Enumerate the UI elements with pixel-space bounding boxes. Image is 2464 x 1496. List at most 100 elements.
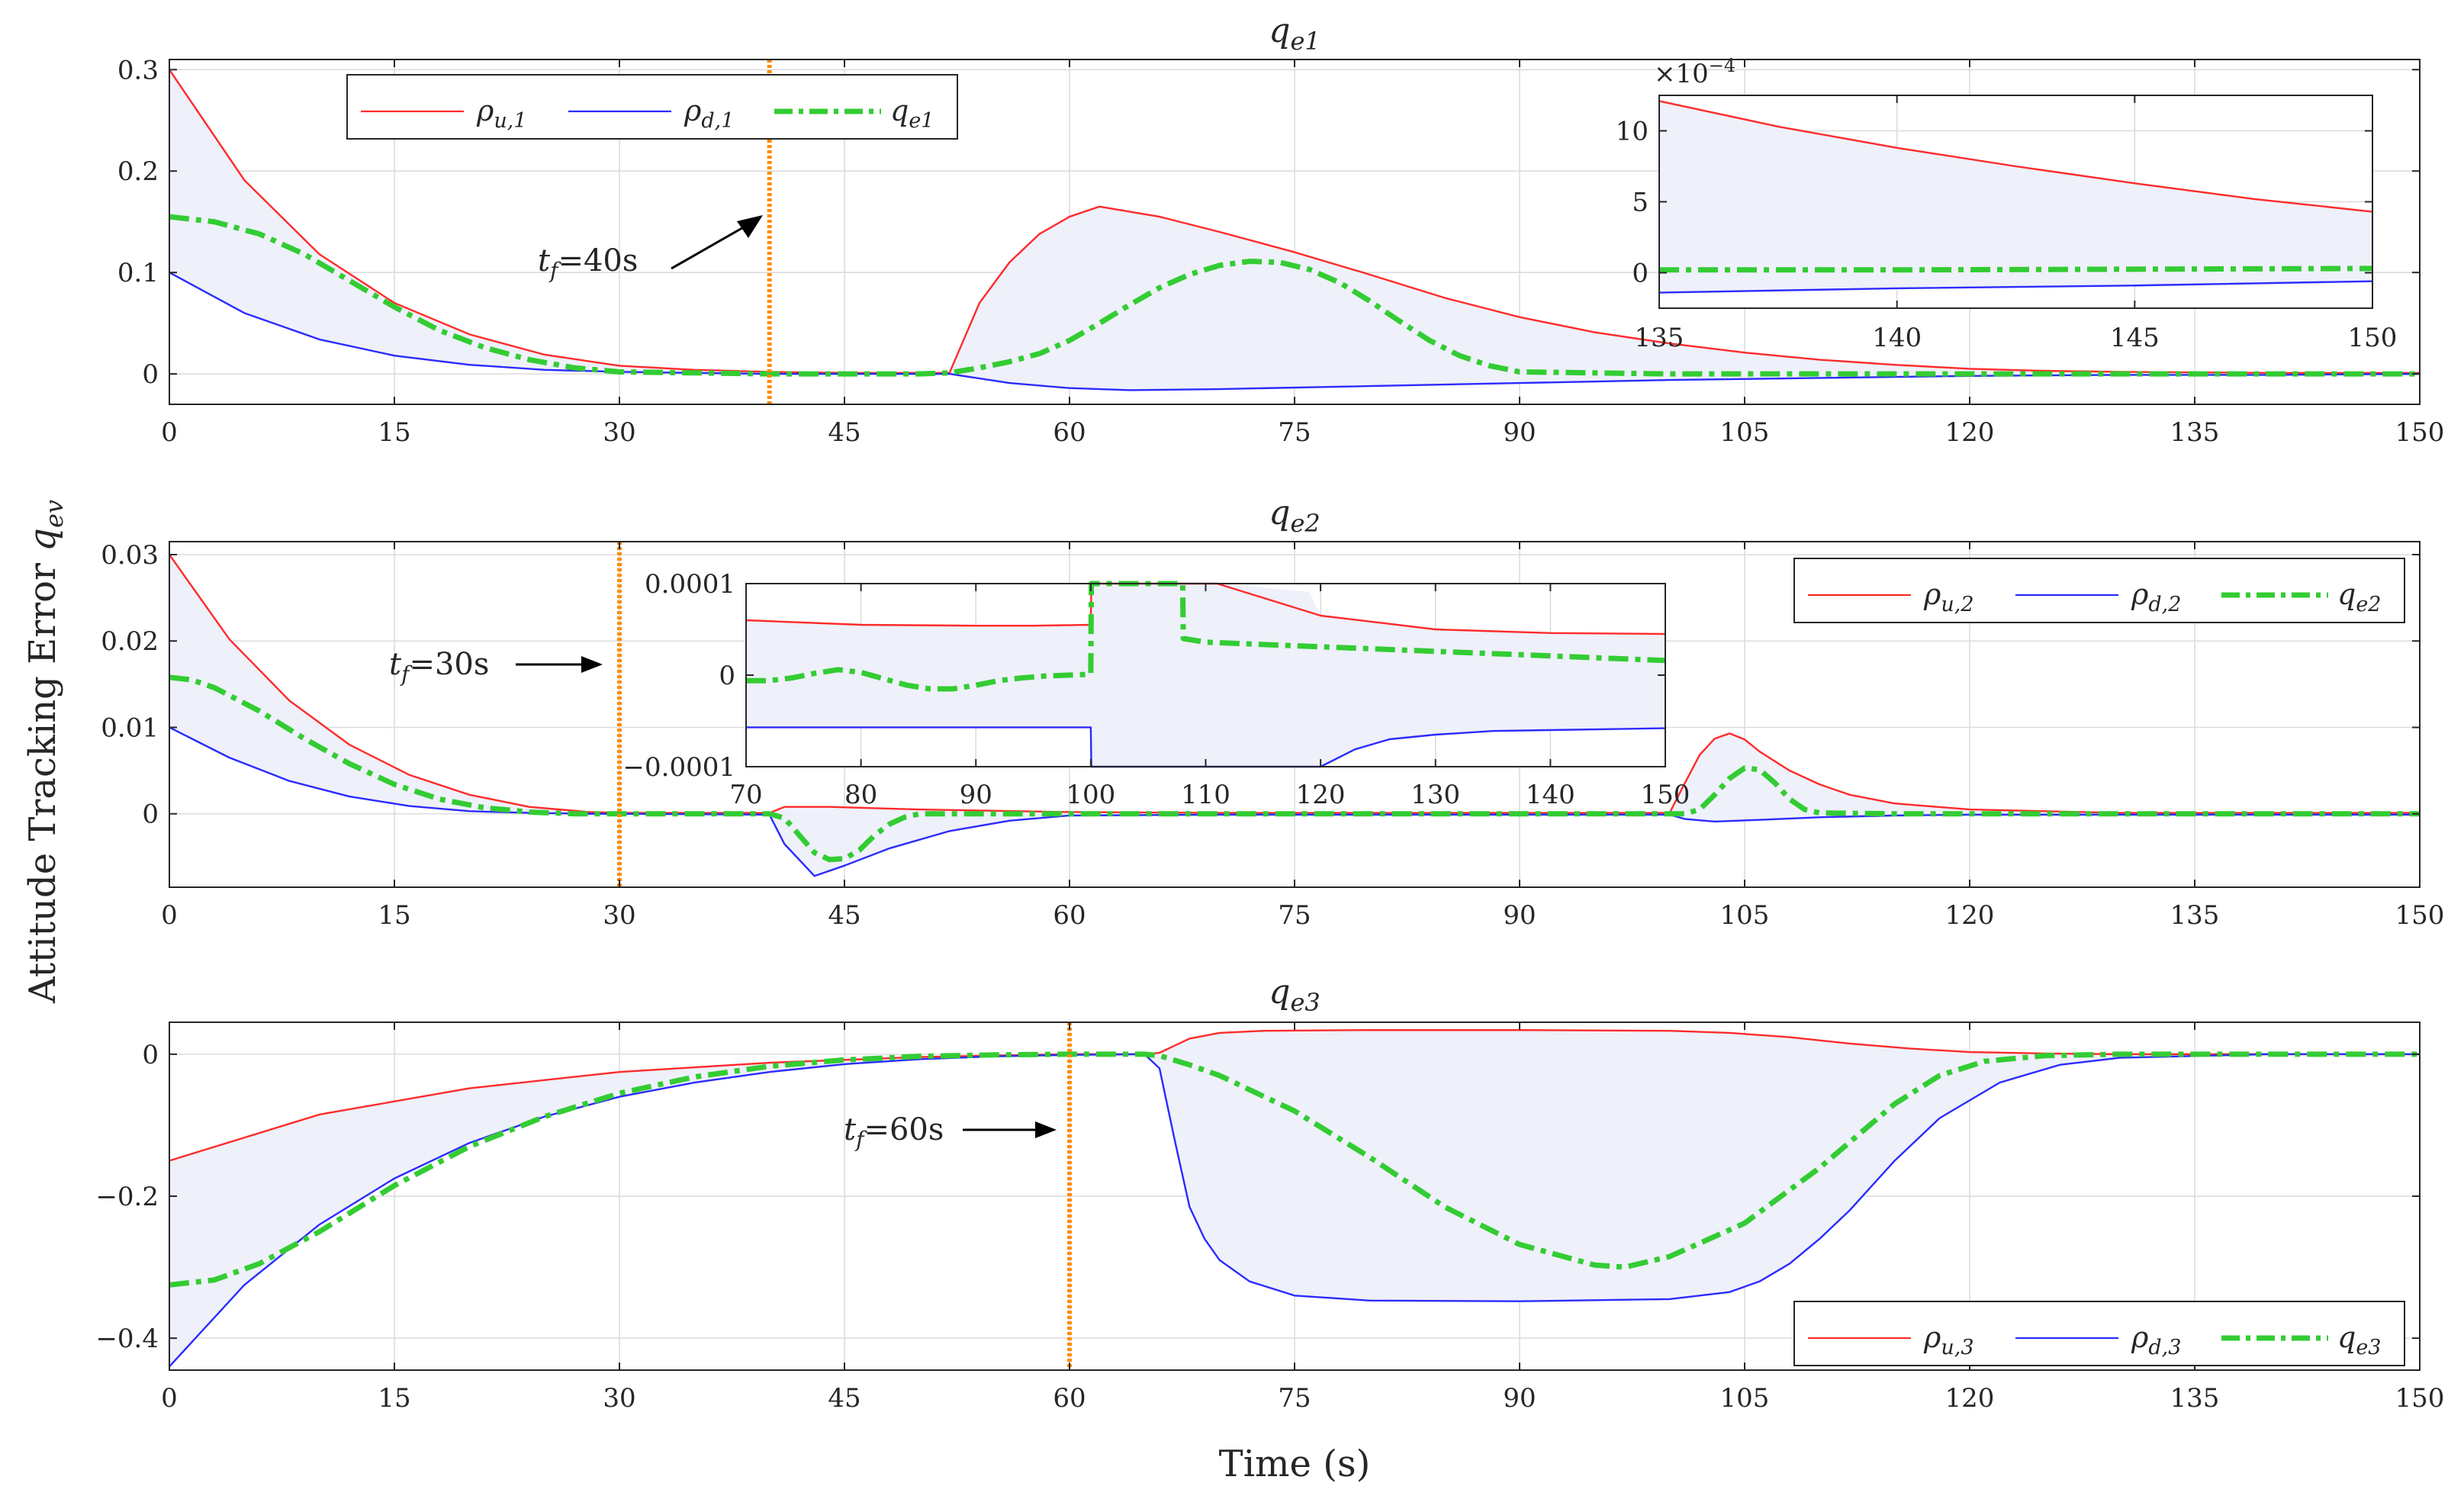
y-ticks: −0.4 −0.2 0 — [95, 1040, 2420, 1354]
x-tick-label: 120 — [1296, 780, 1346, 810]
x-tick-label: 150 — [2348, 323, 2398, 353]
panel-title: qe2 — [1269, 494, 1320, 538]
tf-arrow-line — [671, 221, 752, 270]
tf-annotation: tf=60s — [844, 1112, 1057, 1152]
x-tick-label: 150 — [2395, 417, 2445, 448]
tf-label: tf=30s — [389, 647, 489, 687]
x-tick-label: 105 — [1720, 1383, 1770, 1414]
series-rho-d — [169, 726, 2420, 877]
y-axis-label-text: Attitude Tracking Error — [21, 563, 64, 1004]
band-fill — [169, 1030, 2420, 1367]
tf-label: tf=60s — [844, 1112, 944, 1152]
x-tick-label: 60 — [1053, 1383, 1086, 1414]
x-tick-label: 90 — [1503, 1383, 1536, 1414]
x-ticks: 0 15 30 45 60 75 90 105 120 135 150 — [161, 1022, 2444, 1414]
inset-band-fill — [1659, 101, 2372, 293]
x-tick-label: 140 — [1526, 780, 1575, 810]
x-tick-label: 60 — [1053, 900, 1086, 931]
inset-series-qe — [1659, 265, 2373, 273]
legend: ρu,2 ρd,2 qe2 — [1793, 558, 2405, 623]
x-tick-label: 100 — [1066, 780, 1115, 810]
x-tick-label: 105 — [1720, 900, 1770, 931]
x-tick-label: 120 — [1945, 900, 1995, 931]
legend: ρu,3 ρd,3 qe3 — [1793, 1301, 2405, 1366]
x-tick-label: 150 — [2395, 900, 2445, 931]
series-qe — [169, 674, 2420, 863]
legend: ρu,1 ρd,1 qe1 — [346, 74, 958, 140]
x-tick-label: 15 — [378, 900, 410, 931]
tf-label: tf=40s — [538, 243, 638, 283]
x-tick-label: 130 — [1411, 780, 1460, 810]
y-ticks: 0 0.1 0.2 0.3 — [117, 55, 2420, 390]
y-tick-label: 0.03 — [101, 540, 159, 571]
inset-series-rho-u — [1658, 100, 2373, 213]
y-tick-label: 0.2 — [117, 156, 159, 187]
y-tick-label: −0.0001 — [623, 752, 735, 783]
y-ticks: 0 0.01 0.02 0.03 — [101, 540, 2420, 830]
y-tick-label: 0.0001 — [645, 569, 735, 600]
panel-title: qe1 — [1269, 11, 1320, 56]
x-tick-label: 90 — [1503, 417, 1536, 448]
x-tick-label: 15 — [378, 417, 410, 448]
inset-x-ticks: 135 140 145 150 — [1635, 95, 2398, 353]
series-rho-d — [169, 272, 2421, 391]
inset: 135 140 145 150 0 5 10 ×10−4 — [1616, 55, 2398, 353]
y-axis-label: Attitude Tracking Error qev — [21, 500, 69, 1004]
legend-label-rho-u: ρu,2 — [1923, 577, 1974, 616]
panel-title: qe3 — [1269, 973, 1320, 1017]
y-tick-label: 0.3 — [117, 55, 159, 85]
x-tick-label: 105 — [1720, 417, 1770, 448]
y-tick-label: 0 — [142, 359, 159, 390]
panel-qe1: qe1 0 15 30 45 60 75 90 105 120 135 150 00.10.20.3… — [117, 11, 2445, 448]
x-tick-label: 30 — [603, 1383, 635, 1414]
x-tick-label: 150 — [2395, 1383, 2445, 1414]
x-tick-label: 120 — [1945, 1383, 1995, 1414]
x-tick-label: 75 — [1278, 900, 1311, 931]
legend-label-rho-u: ρu,1 — [476, 94, 527, 133]
y-tick-label: 0.1 — [117, 258, 159, 288]
x-tick-label: 0 — [161, 1383, 178, 1414]
y-tick-label: −0.2 — [95, 1182, 159, 1212]
x-tick-label: 0 — [161, 900, 178, 931]
panel-title-sub: e1 — [1290, 27, 1320, 56]
arrow-icon — [1035, 1121, 1057, 1138]
x-tick-label: 80 — [844, 780, 877, 810]
y-axis-label-sym: q — [21, 528, 64, 552]
panel-qe2: qe2 0 15 30 45 60 75 90 105 120 135 150 00.010.020… — [101, 494, 2444, 931]
x-tick-label: 90 — [960, 780, 992, 810]
x-ticks: 0 15 30 45 60 75 90 105 120 135 150 — [161, 60, 2444, 448]
x-axis-label: Time (s) — [1219, 1443, 1371, 1485]
x-tick-label: 0 — [161, 417, 178, 448]
band-fill — [169, 69, 2420, 391]
legend-label-rho-u: ρu,3 — [1923, 1321, 1974, 1359]
panel-title-sym: q — [1269, 11, 1290, 50]
y-axis-label-sub: ev — [40, 500, 69, 528]
tf-label-value: =60s — [864, 1112, 944, 1147]
x-tick-label: 135 — [1635, 323, 1684, 353]
x-tick-label: 30 — [603, 900, 635, 931]
inset-y-ticks: 0 5 10 — [1616, 117, 2372, 289]
legend-label-rho-d: ρd,3 — [2131, 1321, 2181, 1359]
legend-label-rho-d: ρd,1 — [684, 94, 734, 133]
panel-qe3: qe3 0 15 30 45 60 75 90 105 120 135 150 −0.4 −0.20 … — [95, 973, 2444, 1414]
tf-label-value: =30s — [409, 647, 489, 682]
x-tick-label: 135 — [2170, 1383, 2220, 1414]
x-tick-label: 135 — [2170, 900, 2220, 931]
legend-label-qe: qe3 — [2337, 1321, 2382, 1359]
y-tick-label: 0 — [142, 1040, 159, 1070]
series-qe — [169, 1051, 2420, 1288]
x-tick-label: 120 — [1945, 417, 1995, 448]
series-rho-d — [169, 1053, 2420, 1368]
y-tick-label: 0 — [1632, 259, 1649, 289]
x-tick-label: 75 — [1278, 417, 1311, 448]
x-tick-label: 90 — [1503, 900, 1536, 931]
y-tick-label: 0 — [142, 799, 159, 830]
legend-label-rho-d: ρd,2 — [2131, 577, 2181, 616]
x-tick-label: 150 — [1641, 780, 1690, 810]
inset-series-rho-d — [1658, 280, 2373, 294]
y-tick-label: 5 — [1632, 188, 1649, 218]
panel-title-sub: e3 — [1290, 988, 1320, 1017]
tf-label-value: =40s — [558, 243, 638, 278]
x-tick-label: 15 — [378, 1383, 410, 1414]
